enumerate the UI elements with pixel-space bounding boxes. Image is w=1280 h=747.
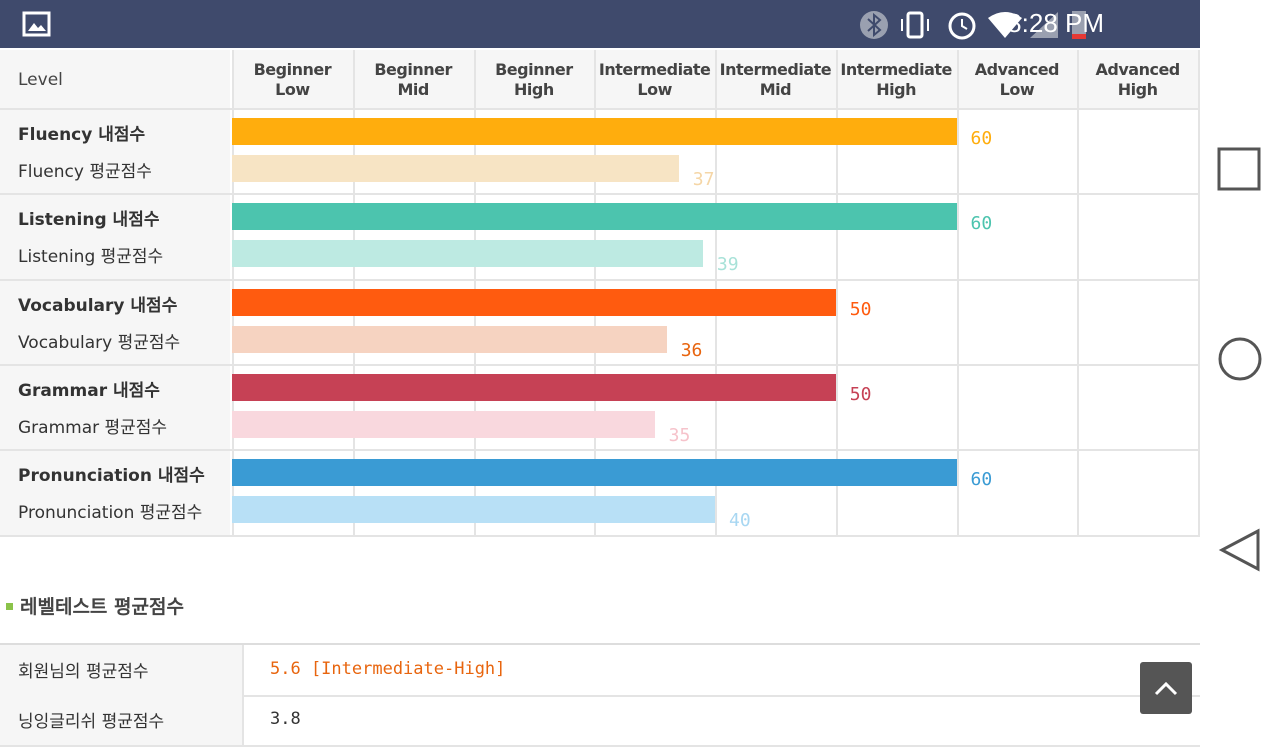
- summary-value: 3.8: [270, 709, 301, 729]
- row-label: Grammar 내점수: [18, 380, 160, 401]
- level-label: Advanced Low: [974, 60, 1060, 99]
- column-line: [1198, 50, 1200, 535]
- row-line: [0, 108, 1200, 110]
- value-label: 35: [668, 424, 691, 446]
- header-cell: Advanced High: [1077, 60, 1198, 100]
- row-line: [0, 363, 1200, 366]
- value-label: 50: [849, 298, 872, 320]
- summary-table: 회원님의 평균점수 5.6 [Intermediate-High] 닝잉글리쉬 평균…: [0, 643, 1200, 747]
- column-line: [835, 50, 838, 535]
- bar: [232, 118, 957, 145]
- level-label: Intermediate Low: [598, 60, 711, 99]
- scroll-top-icon: [1154, 681, 1178, 696]
- row-line: [0, 449, 1200, 452]
- bar: [232, 240, 703, 268]
- bullet: [6, 603, 13, 610]
- column-line: [956, 50, 959, 535]
- row-label: Vocabulary 평균점수: [18, 332, 181, 353]
- back-button[interactable]: [1218, 528, 1260, 572]
- row-label: Fluency 평균점수: [18, 162, 152, 182]
- bar: [232, 459, 957, 487]
- row-line: [0, 534, 1200, 537]
- value-label: 60: [970, 469, 993, 491]
- bar: [232, 373, 836, 401]
- level-label: Beginner Low: [253, 60, 332, 99]
- row-label: Pronunciation 평균점수: [18, 503, 203, 524]
- value-label: 37: [692, 169, 715, 190]
- bar: [232, 325, 667, 353]
- header-cell: Advanced Low: [957, 60, 1078, 100]
- row-label: Vocabulary 내점수: [18, 295, 178, 316]
- header-cell: Level: [18, 70, 63, 90]
- bar: [232, 288, 836, 316]
- header-cell: Beginner Low: [232, 60, 353, 100]
- summary-label: 회원님의 평균점수: [18, 662, 149, 682]
- label-cell: [0, 645, 244, 695]
- row-label: Listening 평균점수: [18, 247, 164, 268]
- level-label: Advanced High: [1095, 60, 1181, 99]
- bar: [232, 155, 679, 182]
- row-label: Listening 내점수: [18, 210, 160, 231]
- header-cell: Beginner Mid: [353, 60, 474, 100]
- value-label: 60: [970, 213, 993, 235]
- bar: [232, 496, 715, 524]
- row-line: [0, 193, 1200, 196]
- value-label: 60: [970, 128, 993, 149]
- section-title: 레벨테스트 평균점수: [20, 596, 184, 618]
- bar: [232, 203, 957, 231]
- home-button[interactable]: [1218, 337, 1262, 381]
- value-label: 36: [680, 339, 703, 361]
- recents-button[interactable]: [1217, 147, 1261, 191]
- bar: [232, 410, 655, 438]
- gallery-icon: [22, 11, 51, 37]
- value-label: 39: [716, 254, 739, 276]
- column-line: [1077, 50, 1080, 535]
- value-label: 50: [849, 383, 872, 405]
- row-label: Pronunciation 내점수: [18, 466, 205, 487]
- header-cell: Beginner High: [474, 60, 595, 100]
- header-cell: Intermediate Low: [594, 60, 715, 100]
- level-label: Beginner Mid: [374, 60, 452, 99]
- scroll-top-button[interactable]: [1140, 662, 1192, 714]
- clock: 8:28 PM: [1007, 8, 1104, 38]
- row-label: Fluency 내점수: [18, 125, 146, 145]
- header-cell: Intermediate High: [836, 60, 957, 100]
- row-line: [0, 695, 1200, 697]
- header-cell: Intermediate Mid: [715, 60, 836, 100]
- level-chart: Level Beginner Low Beginner Mid Beginner Hi…: [0, 48, 1200, 538]
- level-label: Intermediate High: [840, 60, 952, 99]
- row-line: [0, 278, 1200, 281]
- nav-bar: [1217, 147, 1262, 572]
- level-label: Beginner High: [495, 60, 573, 99]
- row-label: Grammar 평균점수: [18, 417, 168, 438]
- status-bar: 8:28 PM: [0, 0, 1200, 48]
- value-label: 40: [729, 510, 751, 532]
- summary-value: 5.6 [Intermediate-High]: [270, 659, 506, 679]
- status-icons: [860, 11, 1086, 40]
- label-column: [0, 50, 230, 535]
- level-label: Intermediate Mid: [719, 60, 832, 99]
